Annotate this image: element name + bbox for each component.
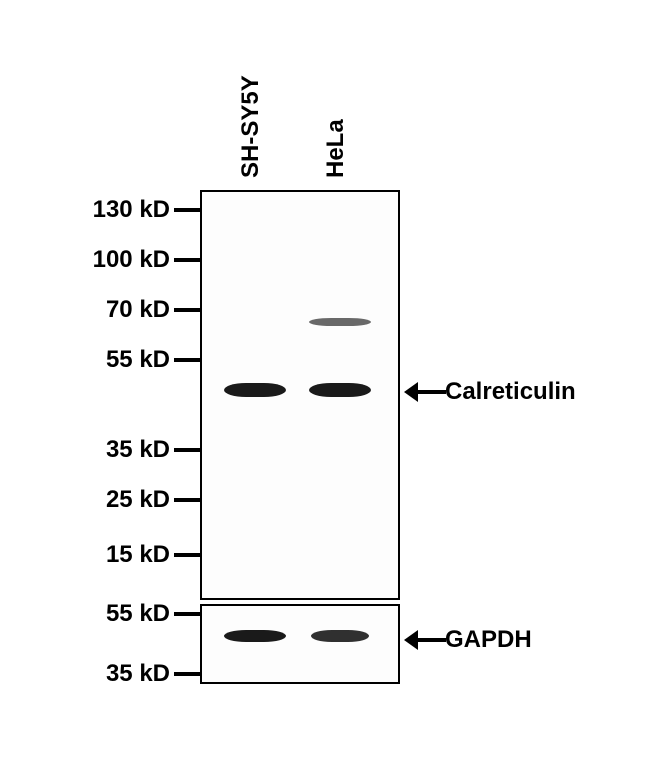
mw-label: 35 kD (106, 660, 170, 688)
mw-tick (174, 258, 200, 262)
mw-tick (174, 498, 200, 502)
target-protein-label: GAPDH (445, 626, 532, 654)
lane-label-shsy5y: SH-SY5Y (237, 75, 265, 178)
target-protein-label: Calreticulin (445, 378, 576, 406)
mw-label: 55 kD (106, 346, 170, 374)
mw-tick (174, 448, 200, 452)
mw-label: 130 kD (93, 196, 170, 224)
mw-label: 70 kD (106, 296, 170, 324)
mw-tick (174, 553, 200, 557)
lane-label-hela: HeLa (322, 119, 350, 178)
protein-band (311, 630, 369, 642)
arrow-shaft (414, 390, 446, 394)
loading-control-membrane (200, 604, 400, 684)
protein-band (224, 383, 286, 397)
mw-tick (174, 612, 200, 616)
mw-label: 35 kD (106, 436, 170, 464)
mw-label: 55 kD (106, 600, 170, 628)
mw-label: 100 kD (93, 246, 170, 274)
mw-label: 25 kD (106, 486, 170, 514)
mw-tick (174, 358, 200, 362)
protein-band (309, 383, 371, 397)
mw-tick (174, 308, 200, 312)
protein-band (309, 318, 371, 326)
mw-tick (174, 672, 200, 676)
western-blot-figure: SH-SY5Y HeLa 130 kD 100 kD 70 kD 55 kD 35 kD… (0, 0, 650, 765)
protein-band (224, 630, 286, 642)
arrow-shaft (414, 638, 446, 642)
mw-label: 15 kD (106, 541, 170, 569)
mw-tick (174, 208, 200, 212)
